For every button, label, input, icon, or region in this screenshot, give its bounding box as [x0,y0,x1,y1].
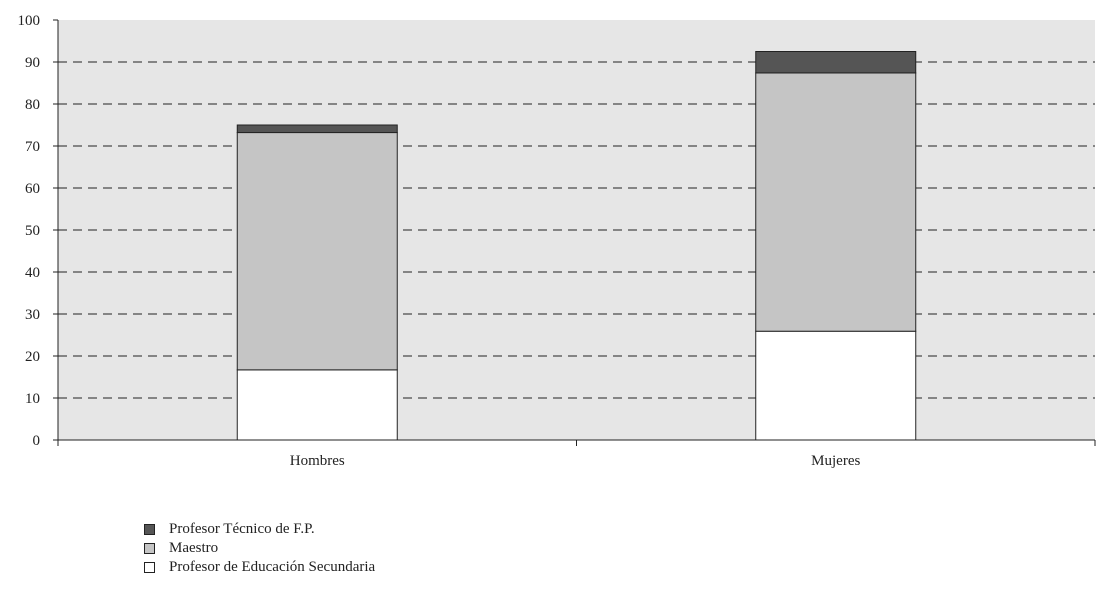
y-tick-label: 70 [25,139,40,155]
legend: Profesor Técnico de F.P. Maestro Profesor … [144,520,375,577]
bar-segment [236,369,398,441]
y-tick-label: 60 [25,181,40,197]
x-tick-label: Hombres [290,453,345,469]
stacked-bar-chart: 0 10 20 30 40 50 60 70 80 90 100 Hombres Mujeres [18,13,1096,469]
legend-item: Maestro [144,539,375,558]
bar-segment [755,72,917,332]
bars [236,51,917,441]
bar-segment [236,124,398,134]
y-tick-label: 20 [25,349,40,365]
x-tick-labels: Hombres Mujeres [290,453,861,469]
legend-swatch [144,524,155,535]
legend-swatch [144,543,155,554]
x-tick-label: Mujeres [811,453,860,469]
legend-item: Profesor de Educación Secundaria [144,558,375,577]
y-tick-label: 50 [25,223,40,239]
bar-segment [236,132,398,371]
y-tick-label: 30 [25,307,40,323]
legend-label: Profesor de Educación Secundaria [169,559,376,575]
y-tick-label: 90 [25,55,40,71]
y-tick-label: 0 [33,433,41,449]
bar-segment [755,51,917,74]
bar-segment [755,330,917,441]
axes [53,19,1096,446]
gridlines [58,61,1095,399]
legend-swatch [144,562,155,573]
y-tick-labels: 0 10 20 30 40 50 60 70 80 90 100 [18,13,41,449]
y-tick-label: 80 [25,97,40,113]
y-tick-label: 40 [25,265,40,281]
legend-label: Maestro [169,540,219,556]
y-tick-label: 100 [18,13,41,29]
y-tick-label: 10 [25,391,40,407]
legend-item: Profesor Técnico de F.P. [144,520,375,539]
legend-label: Profesor Técnico de F.P. [169,521,315,537]
